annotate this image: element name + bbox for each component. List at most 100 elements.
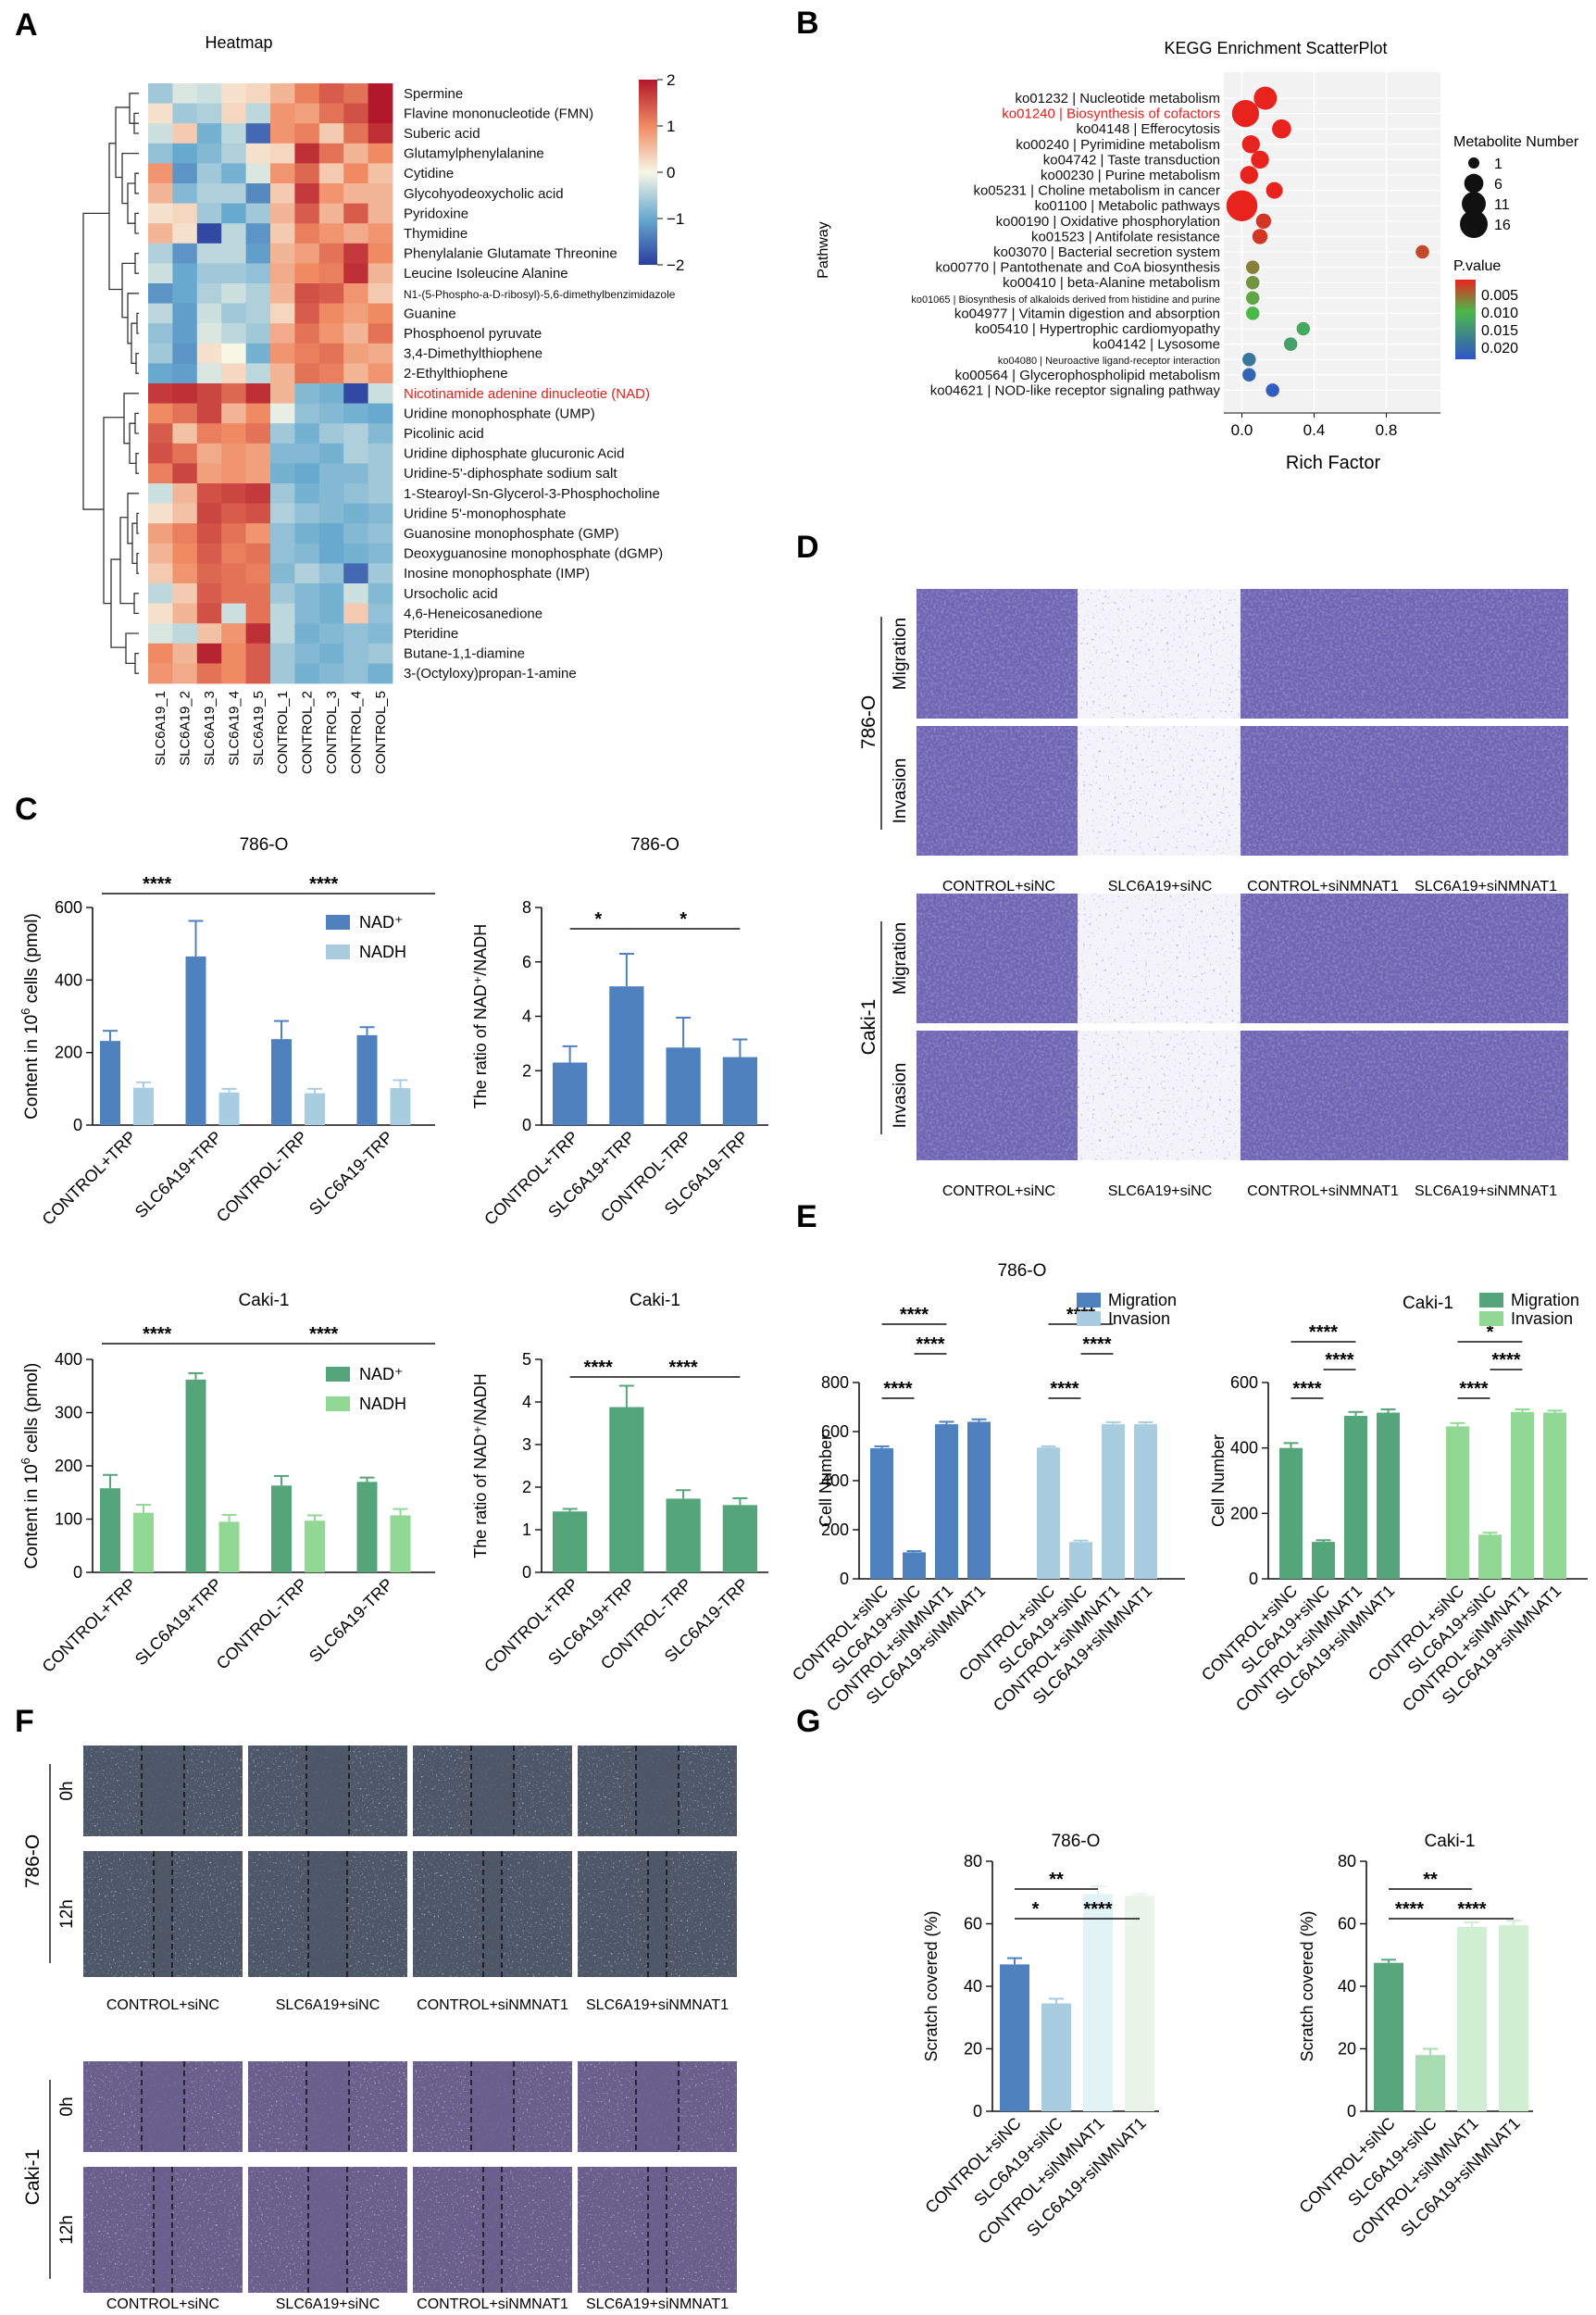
- transwell-image-texture: [1403, 1031, 1568, 1160]
- kegg-panel: KEGG Enrichment ScatterPlot ko01232 | Nu…: [816, 39, 1579, 473]
- dendrogram-branch: [127, 293, 139, 344]
- heatmap-cell: [148, 483, 173, 504]
- heatmap-cell: [172, 423, 198, 444]
- bar: [903, 1552, 926, 1579]
- heatmap-cell: [318, 343, 344, 364]
- dendrogram-branch: [133, 593, 139, 615]
- heatmap-cell: [294, 143, 320, 164]
- cell-line-label: Caki-1: [858, 999, 879, 1056]
- y-axis-label-sup: 6: [19, 1458, 32, 1464]
- kegg-size-legend-title: Metabolite Number: [1453, 134, 1579, 150]
- heatmap-cell: [270, 143, 295, 164]
- kegg-pathway-label: ko04977 | Vitamin digestion and absorpti…: [954, 306, 1220, 321]
- heatmap-cell: [318, 583, 344, 604]
- dendrogram-branch: [133, 112, 139, 134]
- legend-label: Migration: [1511, 1291, 1579, 1309]
- heatmap-cell: [294, 543, 320, 564]
- significance-stars: ****: [1459, 1379, 1488, 1399]
- y-tick-label: 200: [821, 1520, 849, 1539]
- heatmap-cell: [148, 543, 173, 564]
- dendrogram-branch: [134, 172, 139, 194]
- heatmap-cell: [318, 323, 344, 344]
- y-tick-label: 0: [1249, 1570, 1258, 1588]
- transwell-image-texture: [1403, 894, 1568, 1023]
- bar: [1377, 1412, 1400, 1579]
- heatmap-cell: [221, 663, 246, 684]
- heatmap-cell: [221, 383, 246, 404]
- transwell-column-label: SLC6A19+siNMNAT1: [1415, 879, 1557, 895]
- heatmap-cell: [172, 283, 198, 304]
- bar: [1037, 1447, 1060, 1579]
- transwell-image-texture: [1241, 589, 1405, 719]
- legend-swatch: [1479, 1293, 1503, 1308]
- heatmap-row-label: Guanine: [404, 306, 456, 321]
- kegg-color-legend-title: P.value: [1453, 258, 1501, 274]
- panel-letter-e: E: [796, 1199, 817, 1234]
- kegg-pathway-label: ko01065 | Biosynthesis of alkaloids deri…: [911, 294, 1220, 306]
- significance-stars: **: [1423, 1870, 1438, 1890]
- significance-stars: ****: [1457, 1899, 1486, 1920]
- heatmap-cell: [270, 543, 295, 564]
- heatmap-cell: [318, 123, 344, 144]
- heatmap-cell: [172, 543, 198, 564]
- kegg-point: [1245, 275, 1260, 290]
- heatmap-cell: [148, 463, 173, 484]
- heatmap-cell: [148, 283, 173, 304]
- heatmap-cell: [294, 463, 320, 484]
- heatmap-cell: [294, 263, 320, 284]
- heatmap-cell: [245, 563, 271, 584]
- colorbar-tick-label: −2: [667, 257, 684, 274]
- scratch-gap: [648, 2167, 667, 2293]
- panel-letter-d: D: [796, 530, 819, 565]
- scratch-gap: [636, 1746, 679, 1836]
- heatmap-cell: [245, 463, 271, 484]
- kegg-color-legend-bar: [1455, 280, 1476, 359]
- colorbar-tick-label: 0: [667, 164, 675, 181]
- x-tick-label: CONTROL+TRP: [480, 1128, 581, 1229]
- heatmap-title: Heatmap: [205, 33, 272, 52]
- heatmap-cell: [270, 303, 295, 324]
- significance-stars: ****: [1083, 1899, 1112, 1920]
- y-axis-label-sup: 6: [19, 1008, 32, 1015]
- dendrogram-branch: [134, 252, 139, 274]
- heatmap-row-label: Uridine-5'-diphosphate sodium salt: [404, 466, 617, 482]
- y-tick-label: 0: [73, 1563, 82, 1582]
- scratch-gap: [471, 2061, 514, 2152]
- significance-stars: ****: [143, 1324, 171, 1345]
- scratch-gap: [648, 1851, 667, 1977]
- y-axis-label: Scratch covered (%): [922, 1910, 941, 2061]
- heatmap-cell: [294, 563, 320, 584]
- heatmap-row-label: 4,6-Heneicosanedione: [404, 606, 542, 621]
- bar: [666, 1047, 701, 1125]
- bar: [1344, 1416, 1367, 1579]
- chart-title: 786-O: [630, 835, 680, 855]
- heatmap-cell: [196, 343, 222, 364]
- heatmap-cell: [148, 643, 173, 664]
- heatmap-cell: [196, 503, 222, 524]
- heatmap-cell: [368, 183, 393, 204]
- heatmap-row-label: Guanosine monophosphate (GMP): [404, 526, 619, 542]
- bar: [1457, 1926, 1487, 2111]
- heatmap-cell: [368, 483, 393, 504]
- kegg-point: [1415, 244, 1429, 259]
- heatmap-cell: [294, 623, 320, 644]
- x-tick-label: SLC6A19+TRP: [131, 1575, 226, 1670]
- y-axis-label-part: Content in 10: [22, 1464, 42, 1569]
- bar: [609, 986, 644, 1125]
- heatmap-cell: [221, 163, 246, 184]
- bar: [356, 1482, 378, 1572]
- kegg-size-legend-dot: [1468, 157, 1479, 169]
- chart-title: 786-O: [1052, 1832, 1101, 1851]
- transwell-image-texture: [1403, 726, 1568, 856]
- heatmap-cell: [221, 443, 246, 464]
- transwell-image-texture: [916, 589, 1081, 719]
- heatmap-cell: [196, 523, 222, 544]
- y-tick-label: 200: [1230, 1504, 1258, 1522]
- panel-g-chart: 786-O020406080CONTROL+siNCSLC6A19+siNCCO…: [921, 1832, 1159, 2247]
- panel-letter-a: A: [15, 7, 38, 43]
- panel-c-chart: Caki-1 0 100 200 300 400 CONTROL+TRPSLC6A19+TR…: [39, 1291, 435, 1676]
- heatmap-cell: [270, 103, 295, 124]
- y-tick-label: 60: [1338, 1915, 1356, 1933]
- kegg-x-tick-label: 0.4: [1303, 421, 1326, 439]
- heatmap-cell: [148, 403, 173, 424]
